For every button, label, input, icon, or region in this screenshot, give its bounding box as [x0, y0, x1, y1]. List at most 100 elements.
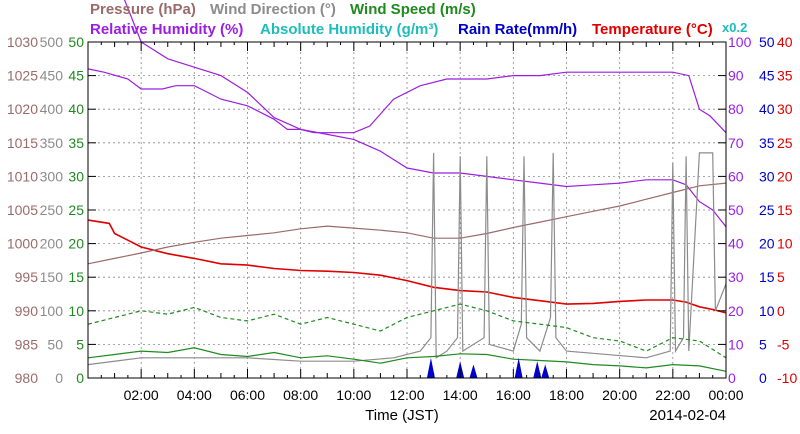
humidity-tick-label: 70 [728, 135, 744, 151]
x-axis-label: Time (JST) [365, 407, 439, 424]
temperature-tick-label: 40 [777, 34, 793, 50]
wind-direction-tick-label: 400 [40, 101, 64, 117]
series-line-wind-speed [87, 347, 727, 372]
rain-tick-label: 35 [759, 135, 775, 151]
rain-tick-label: 45 [759, 68, 775, 84]
pressure-tick-label: 990 [15, 303, 39, 319]
x-tick-label: 14:00 [443, 387, 478, 403]
wind-direction-tick-label: 50 [47, 336, 63, 352]
pressure-tick-label: 1030 [7, 34, 38, 50]
temperature-tick-label: -10 [777, 370, 797, 386]
wind-speed-tick-label: 20 [68, 236, 84, 252]
rain-tick-label: 40 [759, 101, 775, 117]
humidity-tick-label: 80 [728, 101, 744, 117]
series-line-humidity [123, 0, 727, 228]
x-tick-label: 22:00 [655, 387, 690, 403]
temperature-tick-label: 20 [777, 168, 793, 184]
wind-direction-tick-label: 200 [40, 236, 64, 252]
humidity-tick-label: 10 [728, 336, 744, 352]
temperature-tick-label: 35 [777, 68, 793, 84]
rain-tick-label: 25 [759, 202, 775, 218]
temperature-tick-label: 25 [777, 135, 793, 151]
date-label: 2014-02-04 [649, 407, 726, 424]
pressure-tick-label: 1020 [7, 101, 38, 117]
humidity-tick-label: 90 [728, 68, 744, 84]
rain-tick-label: 30 [759, 168, 775, 184]
temperature-tick-label: 10 [777, 236, 793, 252]
wind-speed-tick-label: 35 [68, 135, 84, 151]
rain-rate-mark [426, 357, 435, 378]
humidity-tick-label: 0 [728, 370, 736, 386]
humidity-tick-label: 60 [728, 168, 744, 184]
rain-tick-label: 50 [759, 34, 775, 50]
rain-rate-mark [514, 357, 523, 378]
wind-speed-tick-label: 5 [76, 336, 84, 352]
x-tick-label: 18:00 [549, 387, 584, 403]
wind-direction-tick-label: 300 [40, 168, 64, 184]
temperature-tick-label: 5 [777, 269, 785, 285]
x-tick-label: 02:00 [124, 387, 159, 403]
x-tick-label: 12:00 [389, 387, 424, 403]
legend-entry: Pressure (hPa) [90, 1, 196, 18]
wind-direction-tick-label: 350 [40, 135, 64, 151]
pressure-tick-label: 1025 [7, 68, 38, 84]
wind-direction-tick-label: 500 [40, 34, 64, 50]
legend-entry: Relative Humidity (%) [90, 21, 243, 38]
x-tick-label: 04:00 [177, 387, 212, 403]
x-tick-label: 06:00 [230, 387, 265, 403]
humidity-tick-label: 30 [728, 269, 744, 285]
series-line-pressure [87, 182, 727, 265]
rain-rate-mark [533, 361, 542, 378]
pressure-tick-label: 995 [15, 269, 39, 285]
humidity-tick-label: 20 [728, 303, 744, 319]
rain-tick-label: 10 [759, 303, 775, 319]
x-tick-label: 10:00 [336, 387, 371, 403]
wind-direction-tick-label: 450 [40, 68, 64, 84]
rain-rate-mark [541, 364, 550, 378]
wind-speed-tick-label: 25 [68, 202, 84, 218]
temperature-tick-label: -5 [777, 336, 790, 352]
rain-tick-label: 0 [759, 370, 767, 386]
humidity-tick-label: 50 [728, 202, 744, 218]
wind-direction-tick-label: 100 [40, 303, 64, 319]
wind-speed-tick-label: 30 [68, 168, 84, 184]
rain-tick-label: 5 [759, 336, 767, 352]
pressure-tick-label: 1015 [7, 135, 38, 151]
pressure-tick-label: 985 [15, 336, 39, 352]
series-layer [87, 0, 727, 378]
x-tick-label: 20:00 [602, 387, 637, 403]
x-tick-label: 16:00 [496, 387, 531, 403]
pressure-tick-label: 1000 [7, 236, 38, 252]
wind-speed-tick-label: 40 [68, 101, 84, 117]
legend-entry: Temperature (°C) [592, 21, 713, 38]
wind-direction-tick-label: 250 [40, 202, 64, 218]
pressure-tick-label: 1005 [7, 202, 38, 218]
rain-rate-mark [469, 364, 478, 378]
humidity-tick-label: 40 [728, 236, 744, 252]
pressure-tick-label: 980 [15, 370, 39, 386]
rain-tick-label: 15 [759, 269, 775, 285]
series-line-humidity [87, 68, 727, 134]
legend-layer: Pressure (hPa) Wind Direction (°) Wind Spe… [90, 1, 747, 38]
series-line-wind-direction [87, 152, 727, 366]
legend-entry: Wind Direction (°) [210, 1, 336, 18]
temperature-tick-label: 30 [777, 101, 793, 117]
axes-layer: 1030102510201015101010051000995990985980… [7, 34, 798, 403]
pressure-tick-label: 1010 [7, 168, 38, 184]
temperature-tick-label: 15 [777, 202, 793, 218]
wind-speed-tick-label: 0 [76, 370, 84, 386]
rain-tick-label: 20 [759, 236, 775, 252]
wind-speed-tick-label: 45 [68, 68, 84, 84]
x-tick-label: 00:00 [708, 387, 743, 403]
x-tick-label: 08:00 [283, 387, 318, 403]
wind-speed-tick-label: 50 [68, 34, 84, 50]
grid [88, 42, 726, 378]
wind-speed-tick-label: 15 [68, 269, 84, 285]
legend-entry: Absolute Humidity (g/m³) [260, 21, 438, 38]
legend-entry: x0.2 [722, 20, 747, 35]
wind-speed-tick-label: 10 [68, 303, 84, 319]
wind-direction-tick-label: 150 [40, 269, 64, 285]
temperature-tick-label: 0 [777, 303, 785, 319]
humidity-tick-label: 100 [728, 34, 752, 50]
